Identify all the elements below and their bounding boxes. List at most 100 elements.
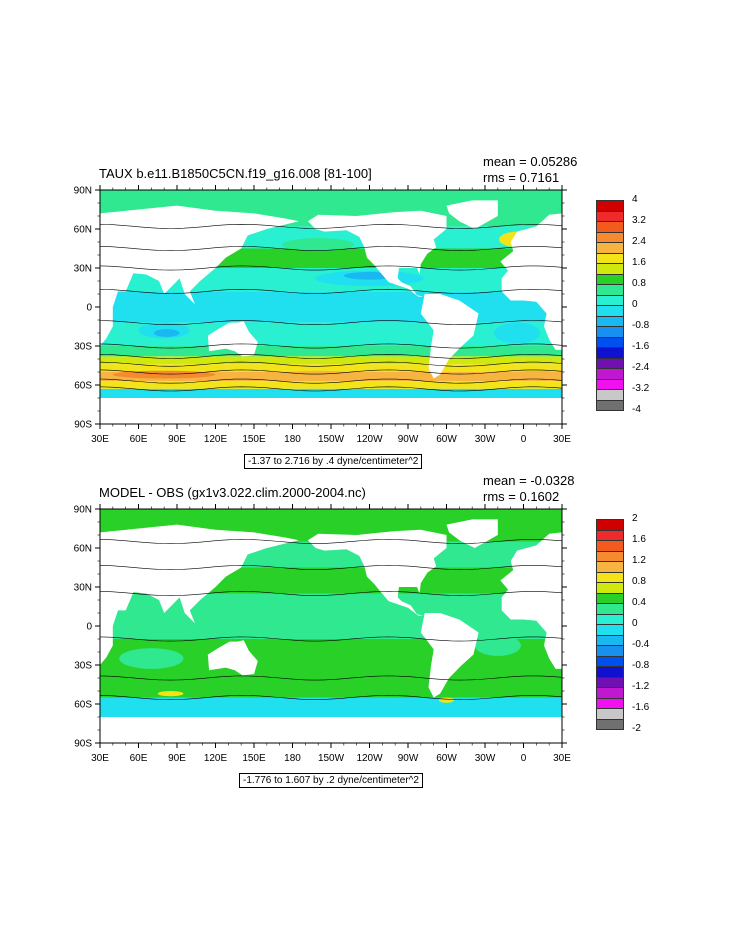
field-band xyxy=(100,678,562,698)
colorbar-label: -1.2 xyxy=(632,681,650,692)
contour-line xyxy=(100,636,562,642)
lon-tick-label: 150E xyxy=(242,434,266,445)
chart-2-rms: rms = 0.1602 xyxy=(483,489,560,504)
colorbar-label: -0.4 xyxy=(632,639,650,650)
lon-tick-label: 180 xyxy=(284,753,301,764)
colorbar-label: 3.2 xyxy=(632,215,646,226)
colorbar-label: -3.2 xyxy=(632,383,650,394)
colorbar-label: -0.8 xyxy=(632,660,650,671)
colorbar-label: 2.4 xyxy=(632,236,646,247)
land-mass xyxy=(100,205,299,346)
colorbar-label: 0 xyxy=(632,618,638,629)
land-mass xyxy=(307,529,447,616)
contour-line xyxy=(100,288,562,294)
lon-tick-label: 60E xyxy=(130,434,148,445)
lon-tick-label: 90E xyxy=(168,753,186,764)
colorbar-label: -2.4 xyxy=(632,362,650,373)
colorbar-swatch xyxy=(596,399,624,411)
lon-tick-label: 150W xyxy=(318,753,345,764)
field-blob xyxy=(112,370,216,379)
lon-tick-label: 120W xyxy=(356,434,383,445)
colorbar-label: -2 xyxy=(632,723,641,734)
colorbar-label: 1.6 xyxy=(632,534,646,545)
lat-tick-label: 60N xyxy=(74,225,92,236)
map-field xyxy=(100,190,562,424)
field-blob xyxy=(279,370,357,379)
field-band xyxy=(100,346,562,357)
contour-line xyxy=(100,246,562,251)
lat-tick-label: 30N xyxy=(74,264,92,275)
field-blob xyxy=(153,329,180,337)
field-band xyxy=(100,356,562,365)
colorbar-label: -1.6 xyxy=(632,341,650,352)
lon-tick-label: 30E xyxy=(91,434,109,445)
contour-line xyxy=(100,361,562,367)
map-field xyxy=(100,509,562,743)
colorbar-label: -0.8 xyxy=(632,320,650,331)
land-mass xyxy=(500,532,562,669)
chart-2-map: 90N 60N 30N 0 30S 60S 90S 30E 60E 90E 120E 150E 180 1… xyxy=(74,504,571,764)
contour-line xyxy=(100,386,562,392)
lon-tick-label: 30E xyxy=(91,753,109,764)
lat-tick-label: 30N xyxy=(74,583,92,594)
field-blob xyxy=(438,697,455,703)
lon-tick-label: 120E xyxy=(204,434,228,445)
contour-line xyxy=(100,265,562,271)
lon-tick-label: 120E xyxy=(204,753,228,764)
lon-tick-label: 90W xyxy=(398,434,419,445)
lon-tick-label: 60E xyxy=(130,753,148,764)
field-blob xyxy=(157,691,184,697)
colorbar-label: 0.8 xyxy=(632,576,646,587)
colorbar-label: 0.8 xyxy=(632,278,646,289)
colorbar-label: 0.4 xyxy=(632,597,646,608)
colorbar-label: 1.6 xyxy=(632,257,646,268)
land-mass xyxy=(207,321,258,357)
colorbar-swatch xyxy=(596,718,624,730)
contour-line xyxy=(100,223,562,229)
colorbar-label: 0 xyxy=(632,299,638,310)
land-mass xyxy=(307,210,447,297)
lat-tick-label: 60S xyxy=(74,381,92,392)
lat-tick-label: 90S xyxy=(74,739,92,750)
lon-tick-label: 120W xyxy=(356,753,383,764)
chart-1-range-label: -1.37 to 2.716 by .4 dyne/centimeter^2 xyxy=(244,454,423,469)
chart-1-mean: mean = 0.05286 xyxy=(483,154,578,169)
contour-line xyxy=(100,695,562,700)
colorbar-label: 1.2 xyxy=(632,555,646,566)
lat-tick-label: 30S xyxy=(74,342,92,353)
land-mass xyxy=(100,398,562,424)
field-blob xyxy=(474,635,521,656)
land-mass xyxy=(500,213,562,350)
lon-tick-label: 90E xyxy=(168,434,186,445)
contour-line xyxy=(100,565,562,570)
lat-tick-label: 90S xyxy=(74,420,92,431)
field-band xyxy=(100,388,562,398)
lon-tick-label: 30W xyxy=(475,434,496,445)
colorbar-label: -4 xyxy=(632,404,641,415)
chart-2-range-label: -1.776 to 1.607 by .2 dyne/centimeter^2 xyxy=(239,773,423,788)
lon-tick-label: 0 xyxy=(521,753,527,764)
contour-line xyxy=(100,320,562,326)
chart-1-title: TAUX b.e11.B1850C5CN.f19_g16.008 [81-100… xyxy=(99,166,372,181)
contour-line xyxy=(100,591,562,596)
land-mass xyxy=(446,200,498,229)
contour-line xyxy=(100,353,562,359)
contour-line xyxy=(100,369,562,375)
field-band xyxy=(100,364,562,372)
lat-tick-label: 60N xyxy=(74,544,92,555)
lon-tick-label: 150E xyxy=(242,753,266,764)
land-mass xyxy=(420,613,479,698)
colorbar-label: 2 xyxy=(632,513,638,524)
lon-tick-label: 60W xyxy=(436,753,457,764)
lat-tick-label: 90N xyxy=(74,186,92,197)
chart-1-rms: rms = 0.7161 xyxy=(483,170,560,185)
lon-tick-label: 30E xyxy=(553,753,571,764)
land-mass xyxy=(207,640,258,676)
field-blob xyxy=(292,611,421,628)
lat-tick-label: 0 xyxy=(86,622,92,633)
lat-tick-label: 30S xyxy=(74,661,92,672)
field-blob xyxy=(513,370,560,379)
lat-tick-label: 0 xyxy=(86,303,92,314)
lat-tick-label: 90N xyxy=(74,505,92,516)
contour-line xyxy=(100,378,562,384)
